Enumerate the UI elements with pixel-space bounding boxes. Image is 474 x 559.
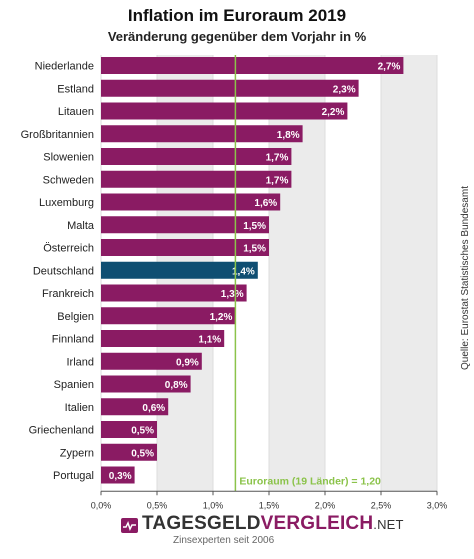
bar xyxy=(101,330,225,347)
x-tick-label: 3,0% xyxy=(427,500,448,510)
x-tick-label: 2,0% xyxy=(315,500,336,510)
x-tick-label: 1,0% xyxy=(203,500,224,510)
value-label: 2,7% xyxy=(378,62,401,73)
value-label: 1,2% xyxy=(210,312,233,323)
category-label: Griechenland xyxy=(29,425,94,437)
bar xyxy=(101,466,135,484)
grid-band xyxy=(381,55,437,492)
value-label: 1,5% xyxy=(243,244,266,255)
category-label: Schweden xyxy=(43,174,94,186)
logo-wordmark: TAGESGELDVERGLEICH.NET xyxy=(142,513,404,535)
value-label: 1,8% xyxy=(277,130,300,141)
category-label: Irland xyxy=(66,356,94,368)
x-tick-label: 0,5% xyxy=(147,500,168,510)
value-label: 1,5% xyxy=(243,221,266,232)
x-tick-label: 0,0% xyxy=(91,500,112,510)
x-tick-label: 1,5% xyxy=(259,500,280,510)
bar xyxy=(101,148,292,165)
bar xyxy=(101,170,292,188)
logo-part-2: VERGLEICH xyxy=(260,513,374,534)
chart-subtitle: Veränderung gegenüber dem Vorjahr in % xyxy=(107,29,367,44)
value-label: 1,7% xyxy=(266,153,289,164)
bar xyxy=(101,398,169,416)
chart-pulse-icon xyxy=(121,518,138,533)
value-label: 0,3% xyxy=(109,471,132,482)
bar xyxy=(101,125,303,143)
category-label: Slowenien xyxy=(43,152,94,164)
value-label: 1,6% xyxy=(254,198,277,209)
bar xyxy=(101,216,269,234)
category-label: Österreich xyxy=(43,243,94,255)
source-note: Quelle: Eurostat Statistisches Bundesamt xyxy=(460,186,471,370)
category-label: Italien xyxy=(65,402,94,414)
category-label: Estland xyxy=(57,83,94,95)
category-label: Litauen xyxy=(58,106,94,118)
value-label: 0,5% xyxy=(131,448,154,459)
x-tick-label: 2,5% xyxy=(371,500,392,510)
bar xyxy=(101,443,157,461)
bar xyxy=(101,239,269,256)
category-label: Zypern xyxy=(60,447,94,459)
category-label: Großbritannien xyxy=(21,129,94,141)
bar xyxy=(101,421,157,438)
bar xyxy=(101,57,404,74)
bar xyxy=(101,375,191,393)
category-label: Belgien xyxy=(57,311,94,323)
reference-label: Euroraum (19 Länder) = 1,20 xyxy=(239,475,381,487)
bar xyxy=(101,79,359,97)
grid-band xyxy=(269,55,325,492)
category-label: Luxemburg xyxy=(39,197,94,209)
value-label: 0,8% xyxy=(165,380,188,391)
value-label: 2,2% xyxy=(322,107,345,118)
category-label: Deutschland xyxy=(33,265,94,277)
logo-tld: .NET xyxy=(373,517,404,532)
value-label: 1,1% xyxy=(198,335,221,346)
value-label: 2,3% xyxy=(333,84,356,95)
category-label: Spanien xyxy=(54,379,94,391)
brand-logo: TAGESGELDVERGLEICH.NET Zinsexperten seit… xyxy=(121,513,404,557)
bar xyxy=(101,307,236,325)
logo-part-1: TAGESGELD xyxy=(142,513,261,534)
category-label: Finnland xyxy=(52,334,94,346)
value-label: 1,3% xyxy=(221,289,244,300)
value-label: 0,5% xyxy=(131,426,154,437)
bar xyxy=(101,102,348,120)
value-label: 0,6% xyxy=(142,403,165,414)
bar xyxy=(101,284,247,302)
value-label: 1,7% xyxy=(266,175,289,186)
chart-title: Inflation im Euroraum 2019 xyxy=(127,6,347,25)
category-label: Frankreich xyxy=(42,288,94,300)
bar xyxy=(101,193,281,211)
value-label: 0,9% xyxy=(176,357,199,368)
bar xyxy=(101,261,258,279)
category-label: Malta xyxy=(67,220,95,232)
value-label: 1,4% xyxy=(232,266,255,277)
logo-tagline: Zinsexperten seit 2006 xyxy=(173,535,275,546)
bar xyxy=(101,352,202,370)
category-label: Portugal xyxy=(53,470,94,482)
category-label: Niederlande xyxy=(35,61,94,73)
